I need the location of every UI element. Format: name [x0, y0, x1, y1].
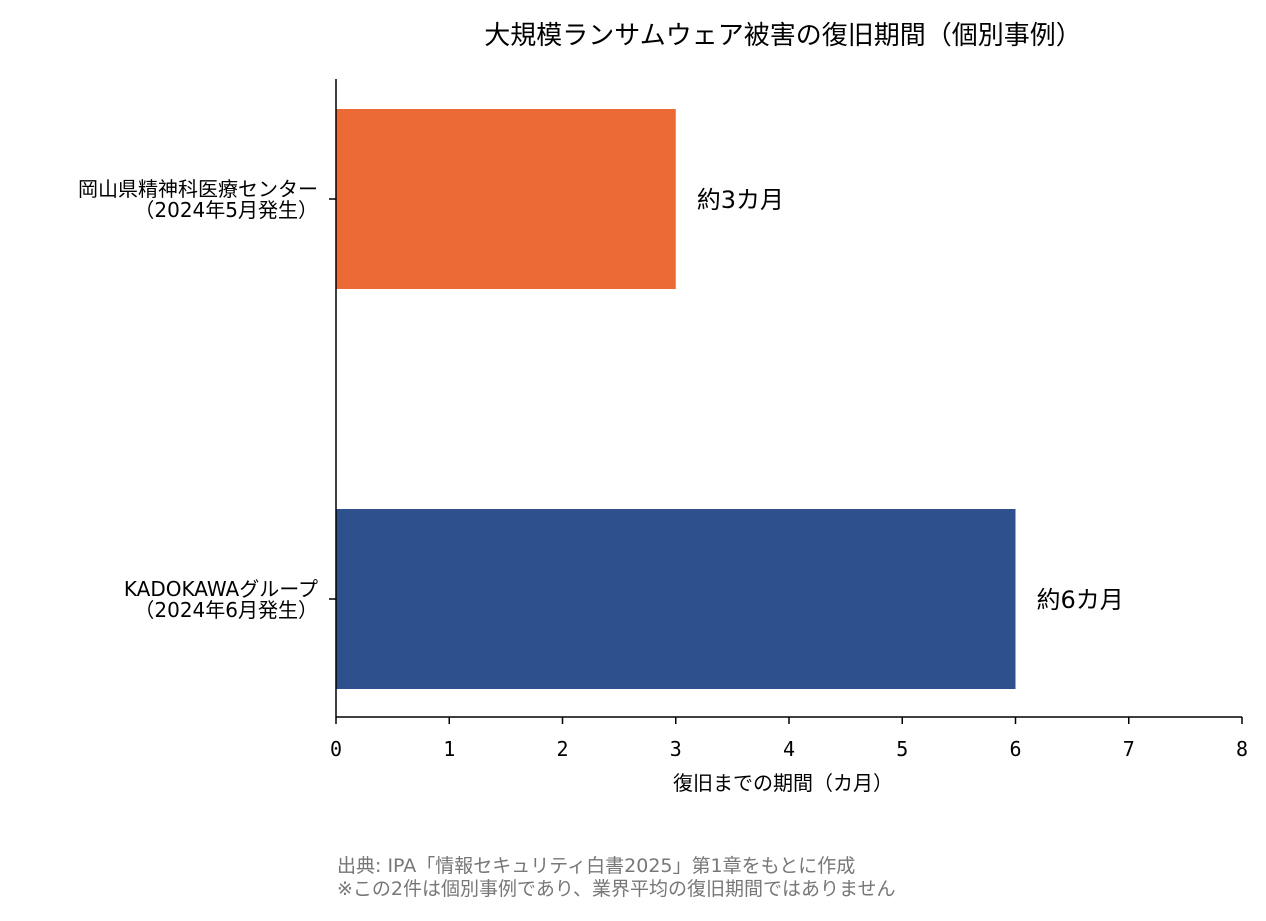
- data-label-1: 約6カ月: [1037, 586, 1124, 614]
- x-tick-label-4: 4: [783, 737, 795, 761]
- x-tick-label-3: 3: [670, 737, 682, 761]
- x-tick-label-1: 1: [443, 737, 455, 761]
- disclaimer-line: ※この2件は個別事例であり、業界平均の復旧期間ではありません: [337, 878, 896, 901]
- bar-0: [336, 109, 676, 289]
- x-axis-label: 復旧までの期間（カ月）: [673, 771, 893, 795]
- x-tick-label-5: 5: [896, 737, 908, 761]
- category-label-0-line-1: （2024年5月発生）: [134, 198, 318, 222]
- x-tick-label-0: 0: [330, 737, 342, 761]
- category-label-1-line-1: （2024年6月発生）: [134, 598, 318, 622]
- source-note: 出典: IPA「情報セキュリティ白書2025」第1章をもとに作成 ※この2件は個…: [337, 855, 896, 901]
- x-tick-label-8: 8: [1236, 737, 1248, 761]
- chart-title: 大規模ランサムウェア被害の復旧期間（個別事例）: [484, 21, 1081, 51]
- x-tick-label-7: 7: [1123, 737, 1135, 761]
- x-tick-label-2: 2: [556, 737, 568, 761]
- bar-1: [336, 509, 1016, 689]
- x-tick-label-6: 6: [1009, 737, 1021, 761]
- data-label-0: 約3カ月: [697, 186, 784, 214]
- source-line: 出典: IPA「情報セキュリティ白書2025」第1章をもとに作成: [337, 855, 896, 878]
